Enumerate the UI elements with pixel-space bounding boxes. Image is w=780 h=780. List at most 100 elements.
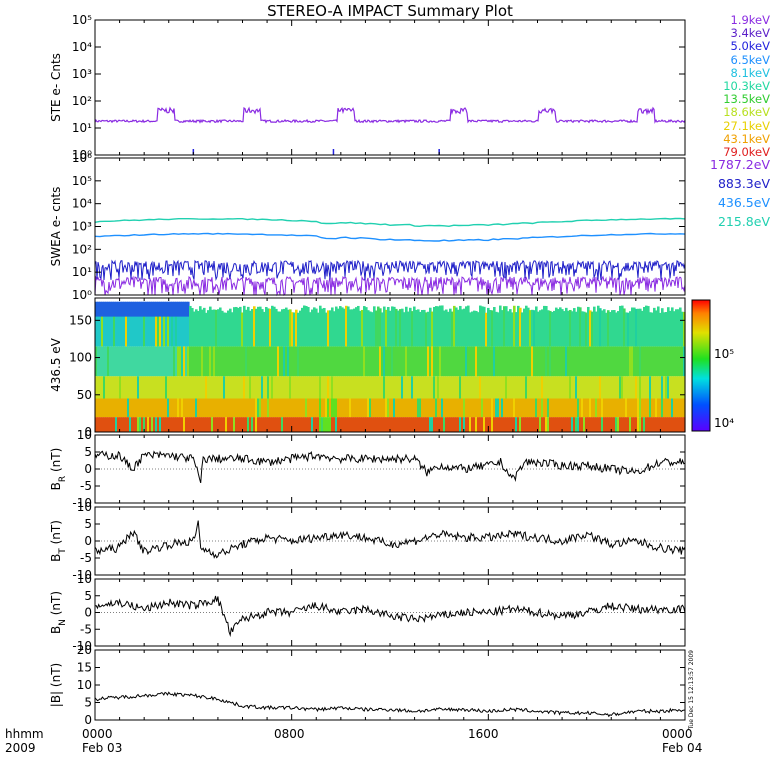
heatmap-cell [655,376,658,399]
heatmap-cell [309,346,312,377]
heatmap-cell [235,346,238,377]
heatmap-cell [329,417,332,432]
y-tick-label: 5 [84,445,92,459]
footer-hhmm: hhmm [5,727,44,741]
heatmap-cell [587,346,590,377]
heatmap-cell [491,398,494,418]
heatmap-cell [679,307,682,347]
heatmap-cell [165,301,168,317]
heatmap-cell [301,417,304,432]
heatmap-cell [669,376,672,399]
heatmap-cell [259,376,262,399]
heatmap-cell [337,376,340,399]
heatmap-cell [353,398,356,418]
heatmap-cell [651,398,654,418]
heatmap-cell [321,376,324,399]
heatmap-cell [309,312,312,347]
heatmap-cell [371,312,374,347]
heatmap-cell [321,308,324,347]
heatmap-cell [295,309,298,347]
heatmap-cell [145,376,148,399]
heatmap-cell [447,346,450,377]
y-tick-label: 10 [77,428,92,442]
heatmap-cell [563,346,566,377]
heatmap-cell [495,417,498,432]
y-axis-label: STE e- Cnts [49,53,63,122]
heatmap-cell [369,346,372,377]
heatmap-cell [349,417,352,432]
heatmap-cell [203,376,206,399]
heatmap-cell [259,306,262,347]
heatmap-cell [239,346,242,377]
heatmap-cell [621,376,624,399]
heatmap-cell [167,417,170,432]
heatmap-cell [485,346,488,377]
heatmap-cell [425,417,428,432]
heatmap-cell [351,417,354,432]
heatmap-cell [179,346,182,377]
heatmap-cell [295,417,298,432]
heatmap-cell [349,376,352,399]
heatmap-cell [489,376,492,399]
heatmap-cell [313,376,316,399]
heatmap-cell [629,376,632,399]
heatmap-cell [643,306,646,347]
heatmap-cell [517,305,520,347]
heatmap-cell [637,376,640,399]
heatmap-cell [345,398,348,418]
heatmap-cell [571,398,574,418]
heatmap-cell [613,398,616,418]
heatmap-cell [149,398,152,418]
heatmap-cell [101,376,104,399]
heatmap-cell [485,312,488,347]
heatmap-cell [629,346,632,377]
heatmap-cell [659,312,662,347]
heatmap-cell [173,306,176,347]
heatmap-cell [519,417,522,432]
heatmap-cell [127,346,130,377]
heatmap-cell [217,376,220,399]
heatmap-cell [187,301,190,317]
heatmap-cell [473,376,476,399]
heatmap-cell [563,376,566,399]
heatmap-cell [569,417,572,432]
heatmap-cell [249,310,252,347]
heatmap-cell [151,301,154,317]
heatmap-cell [349,398,352,418]
heatmap-cell [549,346,552,377]
heatmap-cell [345,346,348,377]
heatmap-cell [457,376,460,399]
heatmap-cell [189,305,192,347]
heatmap-cell [383,306,386,347]
heatmap-cell [505,376,508,399]
heatmap-cell [265,346,268,377]
heatmap-cell [117,398,120,418]
heatmap-cell [243,305,246,347]
heatmap-cell [147,398,150,418]
heatmap-cell [517,417,520,432]
heatmap-cell [493,346,496,377]
heatmap-cell [649,417,652,432]
heatmap-cell [367,398,370,418]
heatmap-cell [455,398,458,418]
heatmap-cell [581,376,584,399]
heatmap-cell [393,398,396,418]
heatmap-cell [405,346,408,377]
heatmap-cell [393,346,396,377]
heatmap-cell [181,301,184,317]
heatmap-cell [203,417,206,432]
heatmap-cell [221,398,224,418]
heatmap-cell [439,376,442,399]
heatmap-cell [185,301,188,317]
heatmap-cell [113,301,116,317]
heatmap-cell [125,417,128,432]
heatmap-cell [315,308,318,347]
heatmap-cell [99,376,102,399]
heatmap-cell [465,417,468,432]
heatmap-cell [655,310,658,347]
heatmap-cell [661,398,664,418]
heatmap-cell [201,417,204,432]
heatmap-cell [319,305,322,347]
heatmap-cell [97,417,100,432]
heatmap-cell [601,398,604,418]
